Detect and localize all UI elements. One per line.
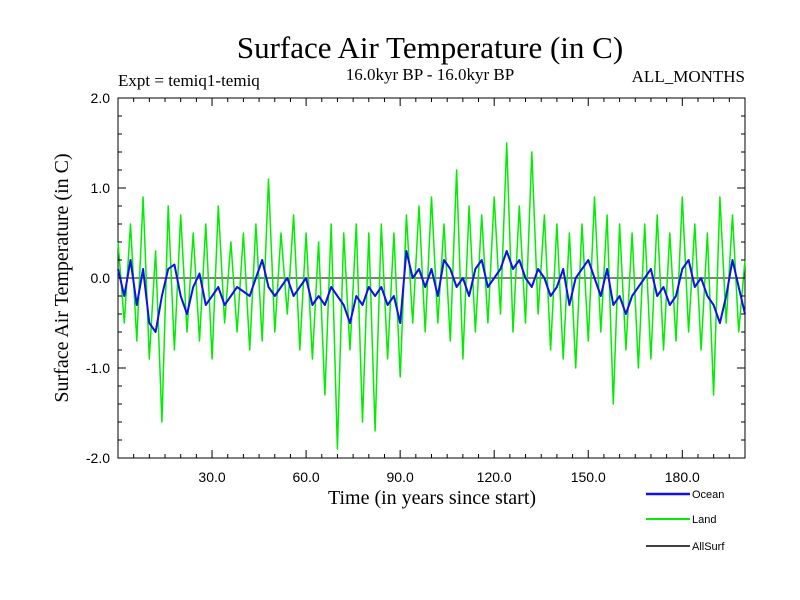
legend-label-land: Land xyxy=(692,514,716,526)
legend-label-ocean: Ocean xyxy=(692,489,724,501)
chart-title: Surface Air Temperature (in C) xyxy=(237,30,623,65)
series-line-ocean xyxy=(117,250,746,333)
series-layer xyxy=(117,142,746,450)
y-tick-label: -2.0 xyxy=(86,450,110,466)
x-tick-label: 120.0 xyxy=(477,469,512,485)
x-axis-label: Time (in years since start) xyxy=(328,487,536,509)
ticks-layer: 30.0 60.0 90.0 120.0 150.0 180.0 -2.0 -1.0 0.0 1.… xyxy=(86,90,745,485)
legend: Ocean Land AllSurf xyxy=(646,489,725,553)
x-tick-label: 90.0 xyxy=(387,469,414,485)
x-tick-label: 60.0 xyxy=(292,469,319,485)
y-tick-label: 1.0 xyxy=(91,180,111,196)
experiment-label: Expt = temiq1-temiq xyxy=(118,71,260,90)
y-axis-label: Surface Air Temperature (in C) xyxy=(51,153,73,402)
y-tick-label: 0.0 xyxy=(91,270,111,286)
x-tick-label: 180.0 xyxy=(665,469,700,485)
y-tick-label: 2.0 xyxy=(91,90,111,106)
series-line-land xyxy=(117,142,746,450)
x-tick-label: 150.0 xyxy=(571,469,606,485)
months-label: ALL_MONTHS xyxy=(632,67,745,86)
x-tick-label: 30.0 xyxy=(198,469,225,485)
period-label: 16.0kyr BP - 16.0kyr BP xyxy=(346,65,514,84)
legend-label-allsurf: AllSurf xyxy=(692,541,725,553)
y-tick-label: -1.0 xyxy=(86,360,110,376)
